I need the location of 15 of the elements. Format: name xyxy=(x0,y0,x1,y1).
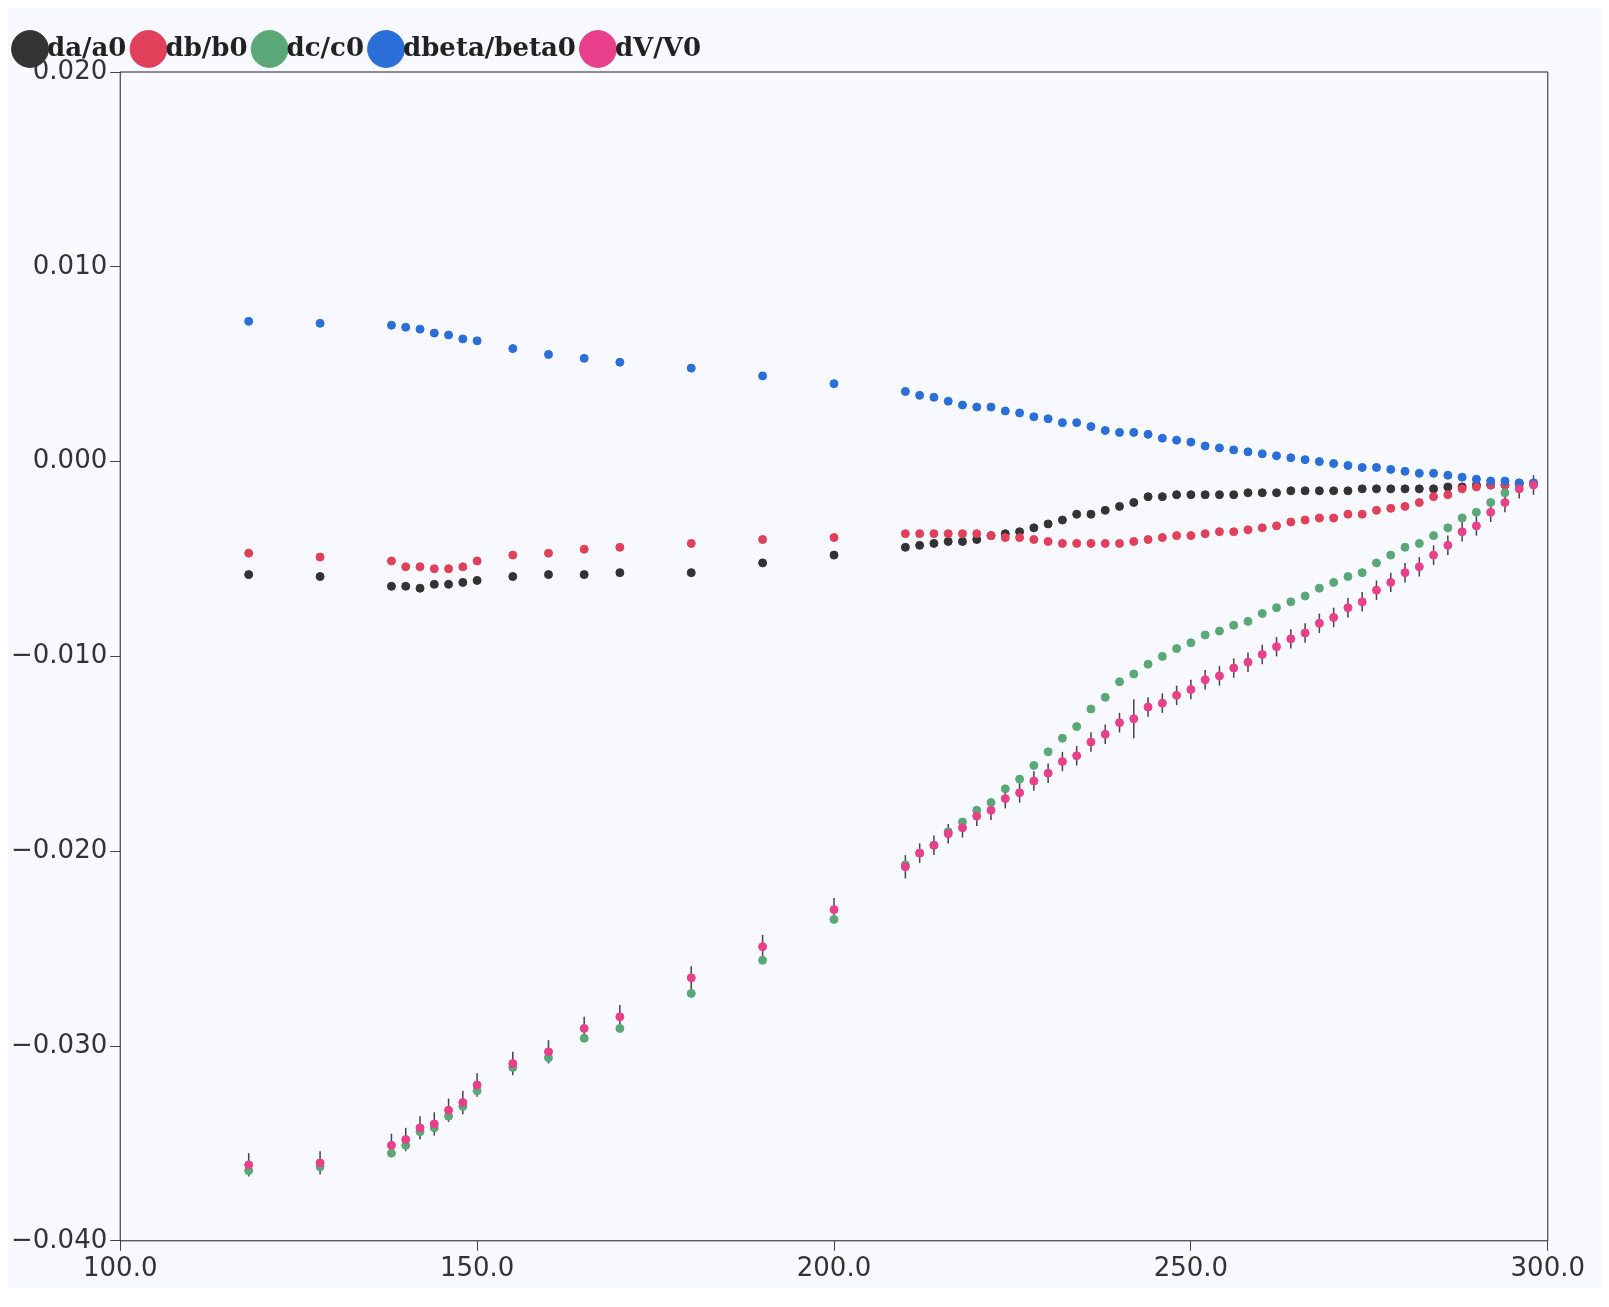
x-tick-label: 100.0 xyxy=(83,1252,158,1283)
y-tick-label: −0.030 xyxy=(11,1028,108,1059)
x-tick-label: 150.0 xyxy=(439,1252,515,1283)
x-tick-label: 250.0 xyxy=(1153,1252,1229,1283)
x-tick-label: 300.0 xyxy=(1510,1252,1585,1283)
legend-label: dV/V0 xyxy=(614,31,702,62)
y-tick-label: −0.020 xyxy=(11,833,108,864)
legend-label: dc/c0 xyxy=(286,31,365,62)
y-tick-label: 0.010 xyxy=(32,249,108,280)
y-tick-label: −0.040 xyxy=(11,1223,108,1254)
y-tick-label: 0.000 xyxy=(32,444,108,475)
legend-label: dbeta/beta0 xyxy=(403,31,576,62)
legend-label: db/b0 xyxy=(165,31,248,62)
x-tick-label: 200.0 xyxy=(796,1252,872,1283)
y-tick-label: −0.010 xyxy=(11,639,108,670)
